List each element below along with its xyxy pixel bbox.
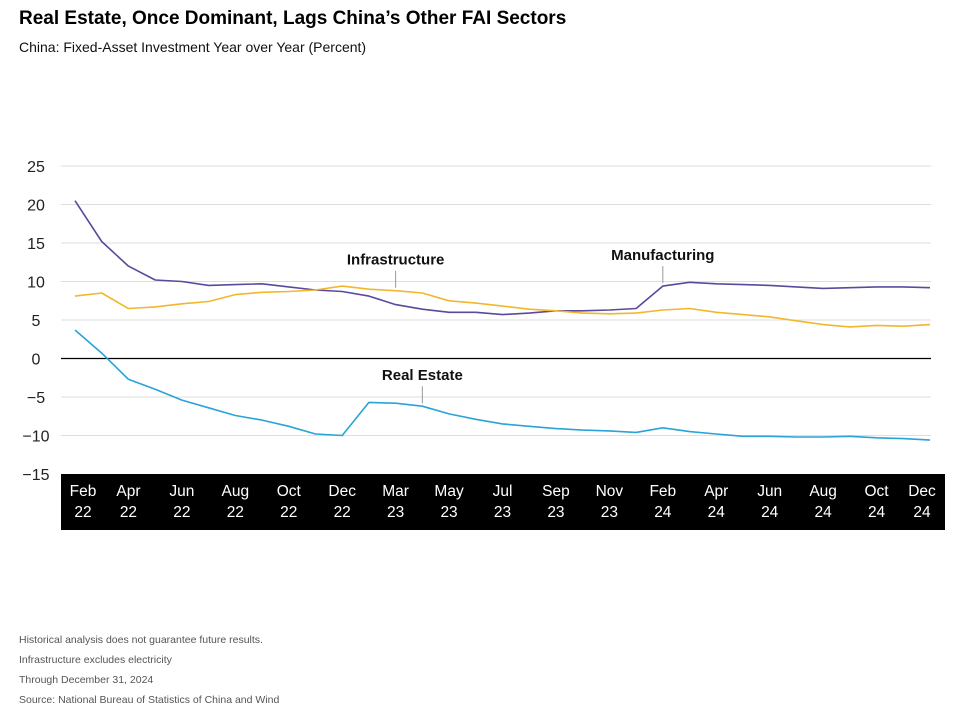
y-tick-label: −5 — [27, 390, 45, 407]
x-tick-label: Dec 22 — [328, 483, 356, 521]
x-tick-label: Oct 24 — [865, 483, 890, 521]
x-tick-label: Nov 23 — [596, 483, 624, 521]
x-tick-label: May 23 — [434, 483, 464, 521]
x-tick-label: Apr 22 — [116, 483, 140, 521]
footnote-disclaimer: Historical analysis does not guarantee f… — [19, 634, 263, 646]
series-line-infrastructure — [74, 285, 931, 328]
annotation-label-manufacturing: Manufacturing — [611, 247, 714, 264]
series-line-real-estate — [74, 329, 931, 441]
annotation-label-real-estate: Real Estate — [382, 367, 463, 384]
y-tick-label: 20 — [27, 198, 45, 215]
x-tick-label: Apr 24 — [704, 483, 728, 521]
x-tick-label: Oct 22 — [277, 483, 302, 521]
y-tick-label: 5 — [32, 313, 41, 330]
x-axis-band — [61, 474, 945, 530]
x-tick-label: Mar 23 — [382, 483, 409, 521]
x-tick-label: Aug 22 — [222, 483, 250, 521]
x-tick-label: Jun 22 — [169, 483, 194, 521]
y-tick-label: 0 — [32, 352, 41, 369]
x-tick-label: Feb 24 — [649, 483, 676, 521]
x-tick-label: Dec 24 — [908, 483, 936, 521]
y-tick-label: 25 — [27, 159, 45, 176]
footnote-date: Through December 31, 2024 — [19, 674, 154, 686]
x-tick-label: Sep 23 — [542, 483, 570, 521]
series-line-manufacturing — [74, 200, 931, 316]
annotation-label-infrastructure: Infrastructure — [347, 252, 445, 269]
y-tick-label: 10 — [27, 275, 45, 292]
footnotes: Historical analysis does not guarantee f… — [19, 630, 279, 710]
footnote-source: Source: National Bureau of Statistics of… — [19, 694, 280, 706]
x-tick-label: Jun 24 — [757, 483, 782, 521]
y-tick-label: 15 — [27, 236, 45, 253]
x-tick-label: Aug 24 — [809, 483, 837, 521]
x-tick-label: Feb 22 — [70, 483, 97, 521]
x-tick-label: Jul 23 — [493, 483, 513, 521]
y-tick-label: −15 — [22, 467, 49, 484]
y-tick-label: −10 — [22, 429, 49, 446]
chart-subtitle: China: Fixed-Asset Investment Year over … — [19, 39, 367, 55]
footnote-infrastructure: Infrastructure excludes electricity — [19, 654, 172, 666]
chart-title: Real Estate, Once Dominant, Lags China’s… — [19, 8, 567, 29]
